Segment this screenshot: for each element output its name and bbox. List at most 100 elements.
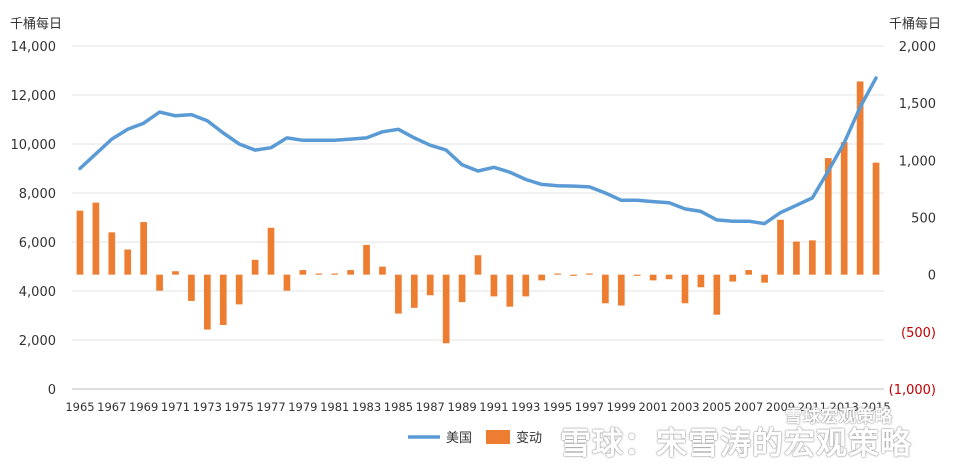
bar bbox=[729, 274, 737, 282]
bar bbox=[617, 274, 625, 306]
bar bbox=[474, 255, 482, 275]
right-tick-label: (500) bbox=[901, 326, 936, 341]
x-tick-label: 2005 bbox=[702, 400, 731, 414]
bar bbox=[824, 158, 832, 275]
bar bbox=[426, 274, 434, 296]
right-tick-label: 1,000 bbox=[899, 154, 936, 169]
bar bbox=[363, 244, 370, 275]
left-tick-label: 2,000 bbox=[19, 334, 56, 349]
bar bbox=[172, 271, 179, 275]
bar bbox=[522, 274, 530, 297]
left-tick-label: 4,000 bbox=[19, 285, 56, 300]
gridlines bbox=[72, 45, 884, 390]
bar bbox=[347, 270, 354, 275]
x-tick-label: 1983 bbox=[352, 400, 381, 414]
bar bbox=[299, 270, 307, 275]
axes: 0 2,000 4,000 6,000 8,000 10,000 12,000 14,000 (… bbox=[11, 40, 937, 414]
bar bbox=[410, 274, 418, 308]
bar-series bbox=[76, 81, 880, 344]
bar bbox=[156, 274, 163, 291]
bar bbox=[856, 81, 864, 275]
x-tick-label: 2009 bbox=[766, 400, 795, 414]
x-tick-label: 1965 bbox=[65, 400, 94, 414]
right-tick-label: (1,000) bbox=[889, 383, 936, 398]
bar bbox=[379, 266, 386, 275]
bar bbox=[538, 274, 546, 281]
x-tick-label: 1997 bbox=[575, 400, 604, 414]
legend: 美国 变动 bbox=[408, 430, 542, 446]
x-tick-label: 2001 bbox=[638, 400, 667, 414]
left-tick-label: 12,000 bbox=[11, 89, 57, 104]
x-tick-label: 2007 bbox=[734, 400, 763, 414]
bar bbox=[554, 273, 561, 275]
left-tick-label: 8,000 bbox=[19, 187, 56, 202]
x-tick-label: 2013 bbox=[830, 400, 859, 414]
x-tick-label: 1981 bbox=[320, 400, 349, 414]
bar bbox=[840, 142, 848, 275]
left-axis-unit: 千桶每日 bbox=[10, 17, 63, 32]
bar bbox=[713, 274, 721, 315]
bar bbox=[140, 222, 147, 275]
x-tick-label: 1991 bbox=[479, 400, 508, 414]
bar bbox=[872, 162, 880, 275]
x-tick-label: 1999 bbox=[607, 400, 636, 414]
legend-bar-swatch bbox=[486, 430, 510, 444]
bar bbox=[777, 219, 784, 275]
bar bbox=[188, 274, 195, 301]
bar bbox=[251, 259, 259, 275]
right-tick-label: 2,000 bbox=[899, 40, 936, 55]
x-tick-label: 1973 bbox=[193, 400, 222, 414]
right-tick-label: 0 bbox=[928, 269, 936, 284]
bar bbox=[761, 274, 768, 283]
legend-label: 变动 bbox=[516, 430, 542, 446]
left-tick-label: 6,000 bbox=[19, 236, 56, 251]
x-tick-label: 1979 bbox=[288, 400, 317, 414]
bar bbox=[793, 241, 800, 275]
bar bbox=[649, 274, 657, 281]
bar bbox=[602, 274, 609, 304]
bar bbox=[331, 273, 339, 275]
bar bbox=[203, 274, 211, 330]
x-tick-label: 1993 bbox=[511, 400, 540, 414]
bar bbox=[219, 274, 227, 325]
bar bbox=[697, 274, 705, 288]
x-tick-label: 2011 bbox=[798, 400, 827, 414]
bar bbox=[235, 274, 243, 305]
bar bbox=[458, 274, 466, 303]
bar bbox=[681, 274, 689, 304]
legend-label: 美国 bbox=[446, 431, 472, 446]
line-path bbox=[78, 76, 878, 226]
line-series bbox=[78, 76, 878, 226]
x-tick-label: 1967 bbox=[97, 400, 126, 414]
bar bbox=[267, 227, 275, 275]
bar bbox=[92, 202, 100, 275]
bar bbox=[315, 273, 323, 275]
x-tick-label: 2015 bbox=[861, 400, 890, 414]
watermark-large: 雪球：宋雪涛的宏观策略 bbox=[560, 426, 912, 462]
x-tick-label: 2003 bbox=[670, 400, 699, 414]
bar bbox=[395, 274, 402, 314]
bar bbox=[506, 274, 514, 307]
bar bbox=[490, 274, 498, 297]
bar bbox=[124, 249, 132, 275]
bar bbox=[633, 274, 641, 276]
bar bbox=[745, 270, 753, 275]
bar bbox=[586, 273, 593, 275]
watermark-small: 雪球宏观策略 bbox=[785, 407, 893, 427]
bar bbox=[442, 274, 450, 344]
left-tick-label: 10,000 bbox=[11, 138, 57, 153]
x-tick-label: 1971 bbox=[161, 400, 190, 414]
bar bbox=[76, 210, 84, 275]
right-tick-label: 1,500 bbox=[899, 97, 936, 112]
x-tick-label: 1969 bbox=[129, 400, 158, 414]
bar bbox=[283, 274, 291, 291]
right-axis-unit: 千桶每日 bbox=[889, 17, 942, 32]
right-tick-label: 500 bbox=[911, 212, 936, 227]
x-tick-label: 1977 bbox=[256, 400, 285, 414]
x-tick-label: 1989 bbox=[447, 400, 476, 414]
x-tick-label: 1987 bbox=[416, 400, 445, 414]
left-tick-label: 14,000 bbox=[11, 40, 57, 55]
bar bbox=[570, 274, 577, 276]
left-tick-label: 0 bbox=[48, 383, 56, 398]
